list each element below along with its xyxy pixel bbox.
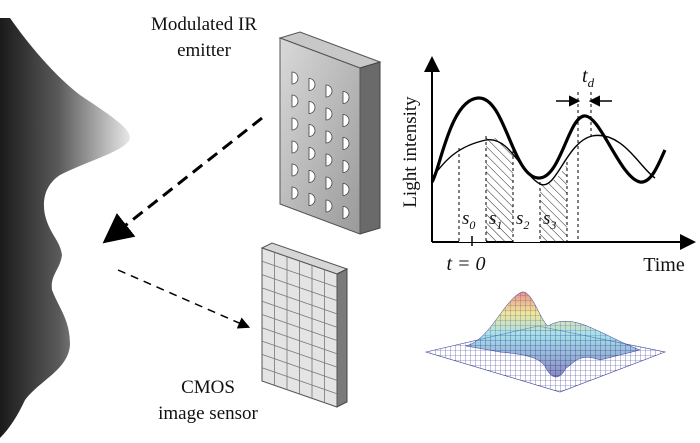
emitter-hole (325, 176, 333, 190)
sensor-grid-line (261, 260, 338, 288)
face-profile-image (0, 18, 130, 438)
sensor-grid-line (261, 354, 338, 381)
emitter-hole (325, 153, 333, 167)
segment-label-s3: s3 (543, 208, 556, 232)
sensor-grid-line (261, 314, 338, 341)
emitter-led-holes (291, 71, 350, 219)
emitted-signal-curve (430, 96, 667, 184)
sensor-pixel-grid (261, 252, 338, 403)
emitter-hole (291, 117, 299, 131)
reflected-signal-curve (431, 134, 656, 186)
emitter-label-line1: Modulated IR (151, 14, 257, 35)
emitter-hole (308, 101, 316, 114)
emitter-hole (325, 199, 333, 213)
y-axis-label: Light intensity (400, 96, 421, 208)
reflected-light-arrow (117, 269, 251, 329)
emitter-hole (291, 140, 299, 154)
cmos-sensor-block (260, 242, 349, 408)
depth-mesh-surface (424, 291, 667, 393)
x-axis-label: Time (643, 254, 685, 276)
emitter-hole (308, 78, 316, 91)
sensor-grid-line (261, 327, 338, 355)
emitter-hole (291, 186, 299, 200)
t0-label: t = 0 (446, 253, 485, 275)
emitter-hole (291, 94, 299, 108)
emitter-hole (342, 206, 350, 219)
emitter-hole (325, 84, 333, 98)
segment-label-s1: s1 (489, 208, 502, 232)
integration-windows (458, 136, 568, 242)
sensor-grid-line (261, 274, 338, 301)
emitter-hole (291, 163, 299, 177)
segment-label-s2: s2 (516, 208, 529, 232)
emitter-hole (342, 91, 350, 104)
emitter-hole (342, 137, 350, 150)
emitter-label-line2: emitter (177, 40, 231, 61)
sensor-grid-line (261, 287, 338, 315)
sensor-label-line1: CMOS (181, 377, 235, 398)
emitter-hole (308, 193, 316, 206)
emitter-hole (325, 107, 333, 121)
sensor-grid-line (261, 367, 338, 395)
signal-plot: td s0 s1 s2 s3 t = 0 Time Light intensit… (400, 56, 696, 276)
sensor-grid-line (261, 300, 338, 328)
segment-label-s0: s0 (462, 208, 475, 232)
sensor-grid-line (261, 340, 338, 368)
ir-emitter-block (278, 31, 382, 235)
emitter-hole (291, 71, 299, 85)
emitter-hole (342, 114, 350, 127)
emitter-hole (342, 160, 350, 173)
emitter-hole (308, 147, 316, 160)
emitter-hole (342, 183, 350, 196)
emitter-hole (308, 124, 316, 137)
emitted-light-arrow (102, 116, 263, 244)
emitter-hole (308, 170, 316, 183)
td-label: td (582, 65, 595, 90)
sensor-label-line2: image sensor (158, 403, 258, 424)
emitter-hole (325, 130, 333, 144)
